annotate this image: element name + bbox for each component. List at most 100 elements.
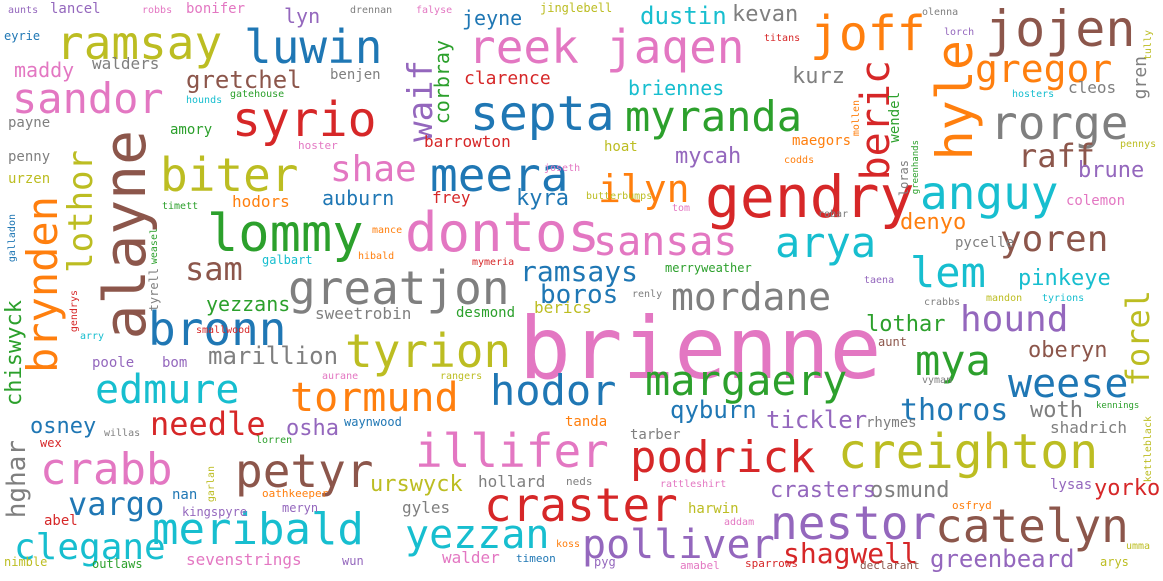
- word-eyrie: eyrie: [4, 29, 41, 43]
- word-hounds: hounds: [186, 95, 223, 106]
- word-titans: titans: [764, 33, 801, 44]
- word-garlan: garlan: [206, 466, 217, 503]
- word-corbray: corbray: [430, 40, 454, 125]
- word-hyle: hyle: [926, 40, 984, 161]
- word-tom: tom: [672, 203, 691, 214]
- word-sandor: sandor: [12, 74, 164, 123]
- word-briennes: briennes: [628, 76, 725, 100]
- word-tanda: tanda: [565, 414, 608, 430]
- word-arys: arys: [1100, 555, 1129, 569]
- word-lancel: lancel: [50, 1, 101, 17]
- word-payne: payne: [8, 115, 51, 131]
- word-falyse: falyse: [416, 5, 453, 16]
- word-arya: arya: [775, 218, 877, 267]
- word-vyman: vyman: [922, 375, 953, 386]
- word-walders: walders: [92, 54, 160, 73]
- word-syrio: syrio: [232, 92, 377, 148]
- word-wendel: wendel: [887, 92, 903, 143]
- word-outlaws: outlaws: [92, 557, 143, 571]
- word-timeon: timeon: [516, 552, 556, 565]
- word-merryweather: merryweather: [665, 261, 752, 275]
- word-benjen: benjen: [330, 67, 381, 83]
- word-alayne: alayne: [91, 130, 159, 340]
- word-edmure: edmure: [95, 367, 240, 413]
- word-jaqen: jaqen: [606, 20, 745, 74]
- word-waynwood: waynwood: [344, 415, 402, 429]
- word-tarber: tarber: [630, 427, 681, 443]
- word-crabbs: crabbs: [924, 297, 961, 308]
- word-loras: loras: [897, 160, 911, 197]
- word-mollen: mollen: [851, 100, 862, 137]
- word-gatehouse: gatehouse: [230, 89, 285, 100]
- word-lyn: lyn: [284, 4, 321, 28]
- word-creighton: creighton: [838, 424, 1099, 480]
- word-hoster: hoster: [298, 139, 338, 152]
- word-willas: willas: [104, 428, 141, 439]
- word-marillion: marillion: [208, 342, 339, 370]
- word-tormund: tormund: [290, 375, 459, 421]
- word-robbs: robbs: [142, 5, 173, 16]
- word-taena: taena: [864, 275, 895, 286]
- word-denyo: denyo: [900, 210, 967, 235]
- word-gren: gren: [1130, 56, 1151, 100]
- word-hodor: hodor: [490, 366, 617, 415]
- word-jinglebell: jinglebell: [540, 1, 613, 15]
- word-sevenstrings: sevenstrings: [186, 550, 302, 569]
- word-yorko: yorko: [1094, 476, 1161, 501]
- word-hghar: hghar: [2, 440, 32, 519]
- word-galbart: galbart: [262, 253, 313, 267]
- word-needle: needle: [150, 405, 266, 443]
- word-gregor: gregor: [975, 47, 1113, 91]
- word-wun: wun: [342, 554, 364, 568]
- word-nan: nan: [172, 487, 198, 503]
- word-poole: poole: [92, 355, 135, 371]
- word-joff: joff: [810, 6, 926, 62]
- word-hibald: hibald: [358, 251, 395, 262]
- word-osney: osney: [30, 414, 97, 439]
- word-amabel: amabel: [680, 559, 720, 572]
- word-septa: septa: [470, 86, 615, 142]
- word-woth: woth: [1030, 398, 1083, 423]
- word-hound: hound: [960, 299, 1069, 340]
- word-kingspyre: kingspyre: [182, 505, 248, 519]
- word-oathkeeper: oathkeeper: [262, 487, 329, 500]
- word-catelyn: catelyn: [935, 499, 1129, 553]
- word-robar: robar: [818, 209, 849, 220]
- word-sweetrobin: sweetrobin: [315, 304, 412, 323]
- word-codds: codds: [784, 155, 815, 166]
- word-neds: neds: [566, 475, 593, 488]
- word-crabb: crabb: [40, 444, 173, 495]
- word-dustin: dustin: [640, 2, 727, 30]
- word-raff: raff: [1018, 137, 1096, 175]
- word-oberyn: oberyn: [1028, 338, 1108, 363]
- word-shadrich: shadrich: [1050, 418, 1128, 437]
- word-nestor: nestor: [770, 496, 937, 550]
- word-aunts: aunts: [8, 5, 39, 16]
- word-chiswyck: chiswyck: [2, 300, 27, 406]
- word-kevan: kevan: [732, 2, 799, 27]
- word-sparrows: sparrows: [745, 557, 798, 570]
- word-rhymes: rhymes: [866, 415, 917, 431]
- word-biter: biter: [160, 148, 299, 202]
- word-sam: sam: [185, 250, 243, 288]
- word-amory: amory: [170, 122, 213, 138]
- word-lorren: lorren: [256, 435, 293, 446]
- word-brune: brune: [1078, 158, 1145, 183]
- word-thoros: thoros: [900, 393, 1009, 428]
- word-luwin: luwin: [244, 20, 383, 74]
- word-gendry: gendry: [705, 163, 915, 231]
- word-tickler: tickler: [766, 406, 868, 434]
- word-qyburn: qyburn: [670, 396, 757, 424]
- word-meera: meera: [430, 148, 569, 202]
- word-urzen: urzen: [8, 171, 51, 187]
- word-mordane: mordane: [671, 275, 832, 319]
- word-kyra: kyra: [516, 186, 569, 211]
- word-mance: mance: [372, 225, 403, 236]
- word-bonifer: bonifer: [186, 1, 246, 17]
- word-osfryd: osfryd: [952, 499, 992, 512]
- word-polliver: polliver: [582, 522, 775, 568]
- word-ramsay: ramsay: [56, 16, 223, 70]
- word-brienne: brienne: [519, 299, 882, 399]
- word-rorge: rorge: [990, 96, 1129, 150]
